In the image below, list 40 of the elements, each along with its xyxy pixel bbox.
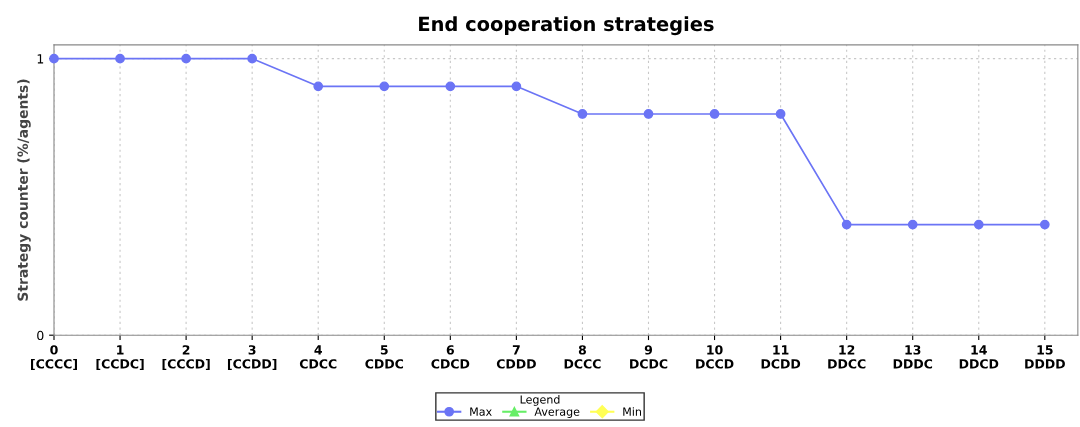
x-tick-label: 15 DDDD	[1025, 345, 1065, 369]
x-tick-label: 8 DCCC	[564, 345, 601, 369]
x-tick-label: 0 [CCCC]	[31, 345, 77, 371]
point	[115, 53, 125, 64]
y-tick-label: 1	[37, 54, 44, 64]
point	[709, 109, 720, 119]
x-tick-label: 2 [CCCD]	[162, 345, 210, 371]
point	[973, 219, 984, 230]
legend-label: Average	[534, 407, 580, 418]
point	[841, 219, 852, 230]
x-tick-label: 13 DDDC	[893, 345, 933, 369]
point	[49, 53, 59, 64]
x-tick-label: 9 DCDC	[630, 345, 668, 369]
point	[907, 219, 918, 230]
y-axis-title: Strategy counter (%/agents)	[17, 79, 31, 301]
point	[379, 81, 390, 92]
x-tick-label: 5 CDDC	[365, 345, 404, 369]
y-tick-label: 0	[37, 330, 44, 341]
legend-title: Legend	[520, 395, 560, 406]
chart-title: End cooperation strategies	[419, 16, 714, 36]
x-tick-label: 10 DCCD	[696, 345, 734, 369]
x-tick-label: 7 CDDD	[496, 345, 536, 369]
legend-label: Min	[623, 407, 641, 416]
x-tick-label: 4 CDCC	[299, 345, 337, 369]
point	[511, 81, 522, 92]
point	[247, 53, 258, 64]
point	[1039, 219, 1050, 230]
x-tick-label: 14 DDCD	[959, 345, 999, 369]
point	[577, 109, 588, 119]
legend-label: Max	[470, 407, 492, 416]
point	[775, 109, 786, 119]
point	[181, 53, 191, 64]
point	[643, 109, 654, 119]
x-tick-label: 3 [CCDD]	[227, 345, 277, 371]
x-tick-label: 11 DCDD	[761, 345, 801, 369]
point	[445, 81, 456, 92]
x-tick-label: 6 CDCD	[431, 345, 470, 369]
point	[313, 81, 324, 92]
x-tick-label: 1 [CCDC]	[96, 345, 144, 371]
x-tick-label: 12 DDCC	[828, 345, 866, 369]
